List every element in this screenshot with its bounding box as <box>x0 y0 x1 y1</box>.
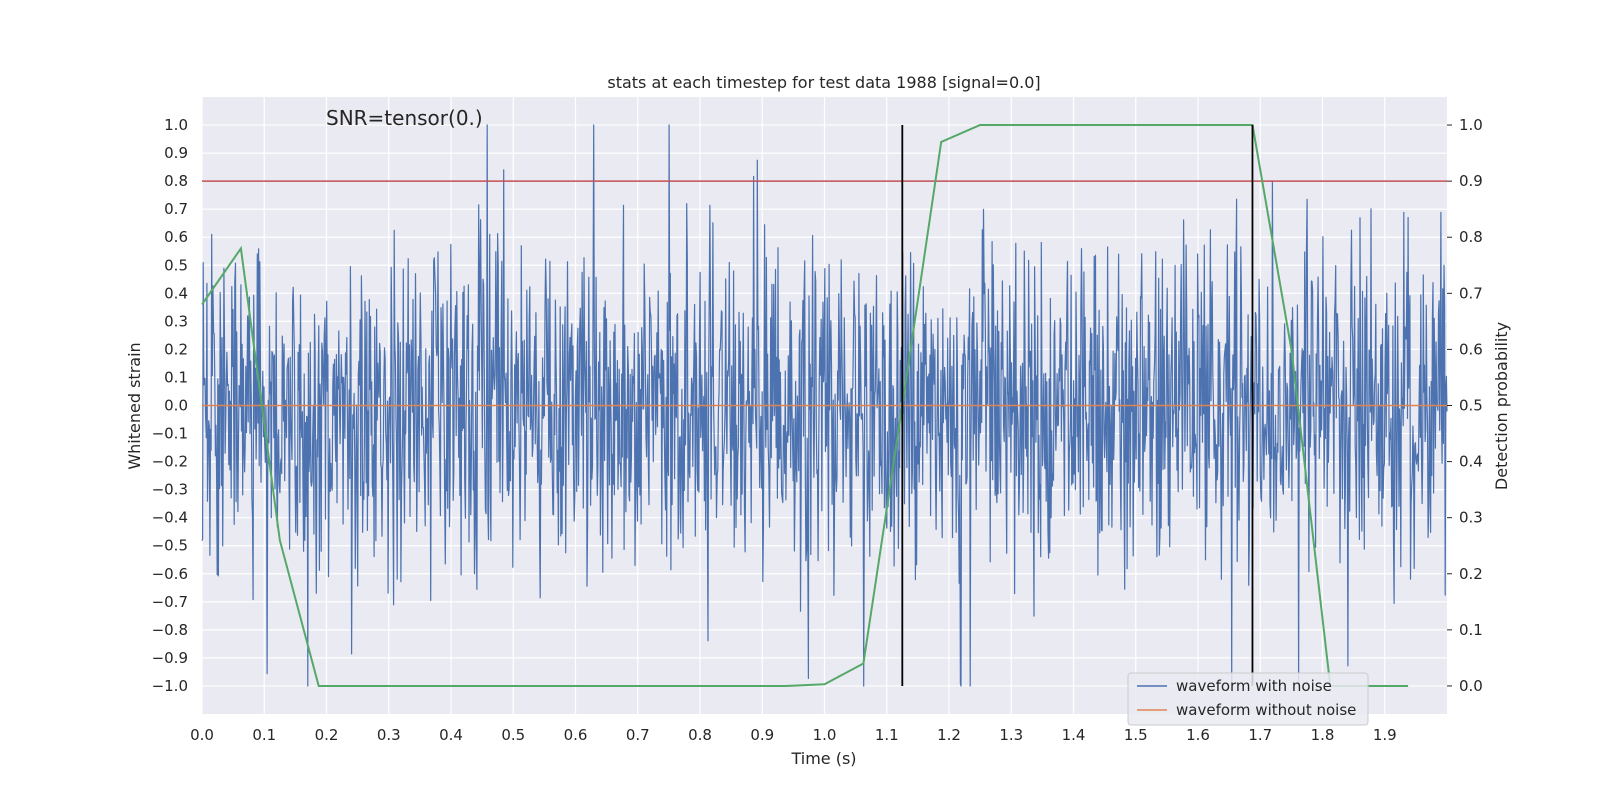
x-tick-label: 0.0 <box>190 726 214 744</box>
y-tick-label: 0.9 <box>164 144 188 162</box>
y-tick-label: 0.0 <box>164 397 188 415</box>
x-tick-label: 0.3 <box>377 726 401 744</box>
y2-tick-label: 0.5 <box>1459 397 1483 415</box>
x-tick-label: 0.2 <box>315 726 339 744</box>
x-tick-label: 1.5 <box>1124 726 1148 744</box>
y-tick-label: −0.4 <box>152 509 188 527</box>
x-tick-label: 0.4 <box>439 726 463 744</box>
y-tick-label: −0.6 <box>152 565 188 583</box>
legend: waveform with noise waveform without noi… <box>1127 672 1369 726</box>
y-tick-label: −0.8 <box>152 621 188 639</box>
legend-box <box>1127 672 1369 726</box>
x-tick-label: 1.8 <box>1311 726 1335 744</box>
y-tick-label: 0.6 <box>164 228 188 246</box>
y-tick-label: 0.3 <box>164 312 188 330</box>
axes: 0.0 0.1 0.2 0.3 0.4 0.5 0.6 0.7 0.8 0.9 1.0 1.1 1.2 1… <box>152 116 1483 744</box>
y-tick-label: 0.7 <box>164 200 188 218</box>
chart-title: stats at each timestep for test data 198… <box>607 73 1040 92</box>
snr-annotation: SNR=tensor(0.) <box>326 106 483 130</box>
y-tick-label: 0.4 <box>164 284 188 302</box>
y2-tick-label: 0.6 <box>1459 340 1483 358</box>
y2-tick-label: 0.2 <box>1459 565 1483 583</box>
x-tick-label: 0.1 <box>252 726 276 744</box>
y-tick-label: −0.9 <box>152 649 188 667</box>
x-tick-label: 0.7 <box>626 726 650 744</box>
y2-tick-label: 0.1 <box>1459 621 1483 639</box>
y-tick-label: −0.5 <box>152 537 188 555</box>
y-tick-label: 0.8 <box>164 172 188 190</box>
legend-label-noisy: waveform with noise <box>1176 677 1332 695</box>
y-tick-label: −0.2 <box>152 453 188 471</box>
y-tick-label: 1.0 <box>164 116 188 134</box>
series-detection-probability <box>201 124 1409 687</box>
y2-tick-label: 0.0 <box>1459 677 1483 695</box>
x-tick-label: 1.4 <box>1062 726 1086 744</box>
x-tick-label: 1.1 <box>875 726 899 744</box>
y2-tick-label: 0.9 <box>1459 172 1483 190</box>
x-tick-label: 0.6 <box>564 726 588 744</box>
y2-tick-label: 1.0 <box>1459 116 1483 134</box>
x-tick-label: 0.9 <box>750 726 774 744</box>
series-waveform-with-noise <box>201 124 1448 687</box>
x-tick-label: 1.3 <box>999 726 1023 744</box>
y-tick-label: 0.1 <box>164 368 188 386</box>
y-tick-label: −0.3 <box>152 481 188 499</box>
y2-tick-label: 0.3 <box>1459 509 1483 527</box>
x-tick-label: 1.6 <box>1186 726 1210 744</box>
x-tick-label: 1.7 <box>1248 726 1272 744</box>
y2-axis-label: Detection probability <box>1492 322 1511 490</box>
y2-tick-label: 0.7 <box>1459 284 1483 302</box>
x-tick-label: 1.0 <box>813 726 837 744</box>
x-tick-label: 0.8 <box>688 726 712 744</box>
y-axis-label: Whitened strain <box>125 342 144 469</box>
x-tick-label: 1.9 <box>1373 726 1397 744</box>
y2-tick-label: 0.8 <box>1459 228 1483 246</box>
legend-label-clean: waveform without noise <box>1176 701 1356 719</box>
x-axis-label: Time (s) <box>790 749 856 768</box>
y-tick-label: −0.1 <box>152 425 188 443</box>
y-tick-label: −1.0 <box>152 677 188 695</box>
series-layer <box>201 124 1448 687</box>
x-tick-label: 0.5 <box>501 726 525 744</box>
y-tick-label: −0.7 <box>152 593 188 611</box>
y2-tick-label: 0.4 <box>1459 453 1483 471</box>
x-tick-label: 1.2 <box>937 726 961 744</box>
y-tick-label: 0.5 <box>164 256 188 274</box>
y-tick-label: 0.2 <box>164 340 188 358</box>
